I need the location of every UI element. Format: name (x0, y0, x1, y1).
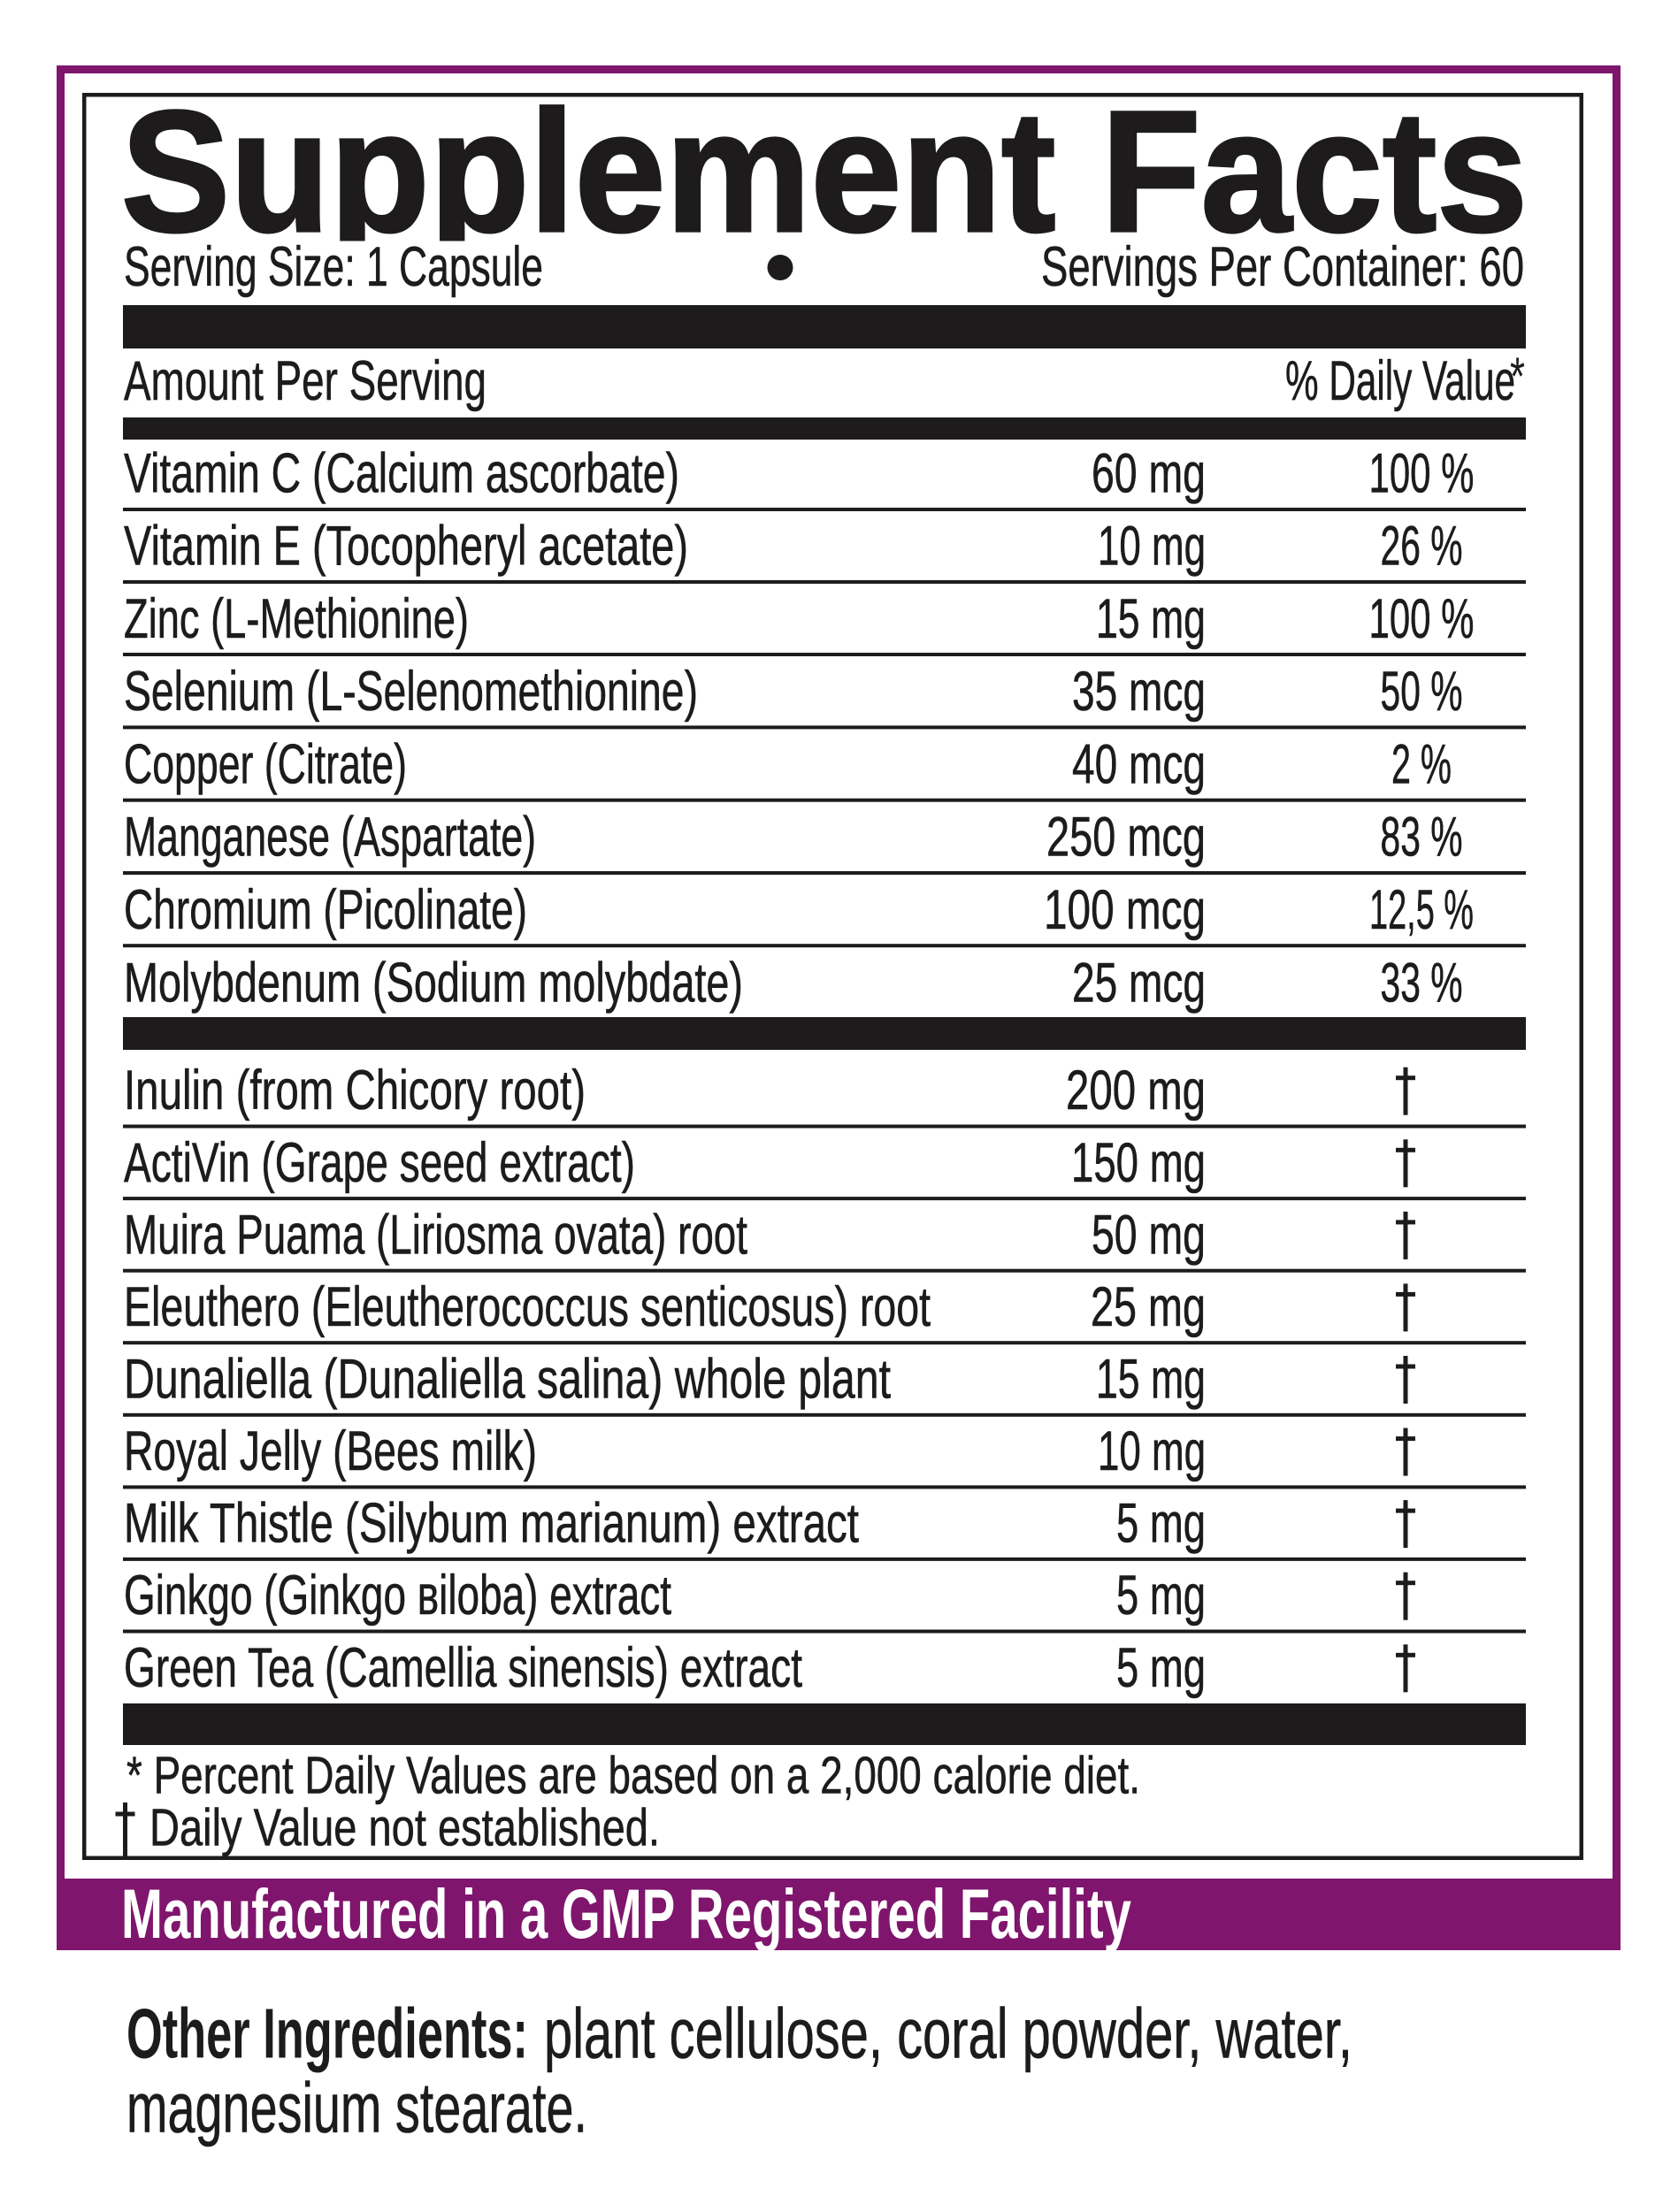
svg-text:15 mg: 15 mg (1096, 1349, 1206, 1411)
svg-text:100 %: 100 % (1369, 588, 1475, 650)
svg-text:Dunaliella (Dunaliella salina): Dunaliella (Dunaliella salina) whole pla… (124, 1349, 891, 1411)
svg-text:15 mg: 15 mg (1096, 588, 1206, 650)
svg-text:100 %: 100 % (1369, 442, 1475, 504)
svg-text:2 %: 2 % (1391, 733, 1452, 795)
svg-text:25 mg: 25 mg (1091, 1276, 1206, 1338)
svg-text:50 mg: 50 mg (1092, 1204, 1206, 1266)
svg-text:26 %: 26 % (1381, 516, 1463, 578)
svg-text:% Daily Value: % Daily Value (1285, 350, 1515, 412)
svg-text:Green Tea (Camellia sinensis): Green Tea (Camellia sinensis) extract (124, 1637, 802, 1699)
svg-text:60 mg: 60 mg (1092, 442, 1206, 504)
svg-text:83 %: 83 % (1381, 807, 1463, 869)
svg-text:Inulin (from Chicory root): Inulin (from Chicory root) (124, 1060, 586, 1121)
svg-text:Ginkgo (Ginkgo вiloba) extract: Ginkgo (Ginkgo вiloba) extract (124, 1565, 671, 1626)
svg-text:250 mcg: 250 mcg (1046, 807, 1206, 869)
svg-text:Supplement Facts: Supplement Facts (121, 75, 1528, 268)
svg-text:200 mg: 200 mg (1066, 1060, 1206, 1121)
svg-text:33 %: 33 % (1381, 952, 1463, 1014)
svg-text:Royal Jelly (Bees milk): Royal Jelly (Bees milk) (124, 1420, 537, 1482)
svg-text:Servings Per Container: 60: Servings Per Container: 60 (1041, 236, 1524, 298)
svg-text:10 mg: 10 mg (1098, 516, 1206, 578)
svg-text:Manufactured in a GMP Register: Manufactured in a GMP Registered Facilit… (121, 1874, 1131, 1953)
svg-text:Zinc (L-Methionine): Zinc (L-Methionine) (124, 588, 469, 650)
svg-text:Selenium (L-Selenomethionine): Selenium (L-Selenomethionine) (124, 661, 698, 723)
svg-text:Serving Size: 1 Capsule: Serving Size: 1 Capsule (124, 236, 543, 298)
svg-text:100 mcg: 100 mcg (1044, 879, 1206, 941)
svg-text:Other Ingredients:: Other Ingredients: (126, 1994, 528, 2073)
svg-text:plant cellulose, coral powder,: plant cellulose, coral powder, water, (544, 1994, 1352, 2073)
svg-text:Daily Value not established.: Daily Value not established. (149, 1798, 660, 1856)
svg-text:Vitamin E (Tocopheryl acetate): Vitamin E (Tocopheryl acetate) (124, 516, 688, 578)
svg-text:Molybdenum (Sodium molybdate): Molybdenum (Sodium molybdate) (124, 952, 743, 1014)
svg-text:12,5 %: 12,5 % (1369, 879, 1474, 941)
svg-text:Vitamin C (Calcium ascorbate): Vitamin C (Calcium ascorbate) (124, 442, 679, 504)
svg-text:ActiVin (Grape seed extract): ActiVin (Grape seed extract) (124, 1132, 635, 1194)
svg-text:50 %: 50 % (1381, 661, 1463, 723)
svg-text:Manganese (Aspartate): Manganese (Aspartate) (124, 807, 536, 869)
svg-text:25 mcg: 25 mcg (1072, 952, 1206, 1014)
svg-text:magnesium stearate.: magnesium stearate. (126, 2069, 587, 2147)
svg-text:Copper (Citrate): Copper (Citrate) (124, 733, 407, 795)
svg-text:10 mg: 10 mg (1098, 1420, 1206, 1482)
svg-text:5 mg: 5 mg (1116, 1493, 1206, 1555)
svg-text:40 mcg: 40 mcg (1072, 733, 1206, 795)
svg-text:Eleuthero (Eleutherococcus sen: Eleuthero (Eleutherococcus senticosus) r… (124, 1276, 931, 1338)
svg-text:Amount Per Serving: Amount Per Serving (124, 350, 487, 412)
svg-text:*: * (1510, 347, 1525, 406)
svg-text:Chromium (Picolinate): Chromium (Picolinate) (124, 879, 527, 941)
svg-text:Milk Thistle (Silybum marianum: Milk Thistle (Silybum marianum) extract (124, 1493, 859, 1555)
svg-text:* Percent Daily Values are bas: * Percent Daily Values are based on a 2,… (126, 1747, 1140, 1805)
svg-text:Muira Puama (Liriosma ovata) r: Muira Puama (Liriosma ovata) root (124, 1204, 747, 1266)
svg-text:5 mg: 5 mg (1116, 1565, 1206, 1626)
svg-text:150 mg: 150 mg (1071, 1132, 1206, 1194)
svg-text:35 mcg: 35 mcg (1072, 661, 1206, 723)
svg-text:5 mg: 5 mg (1116, 1637, 1206, 1699)
